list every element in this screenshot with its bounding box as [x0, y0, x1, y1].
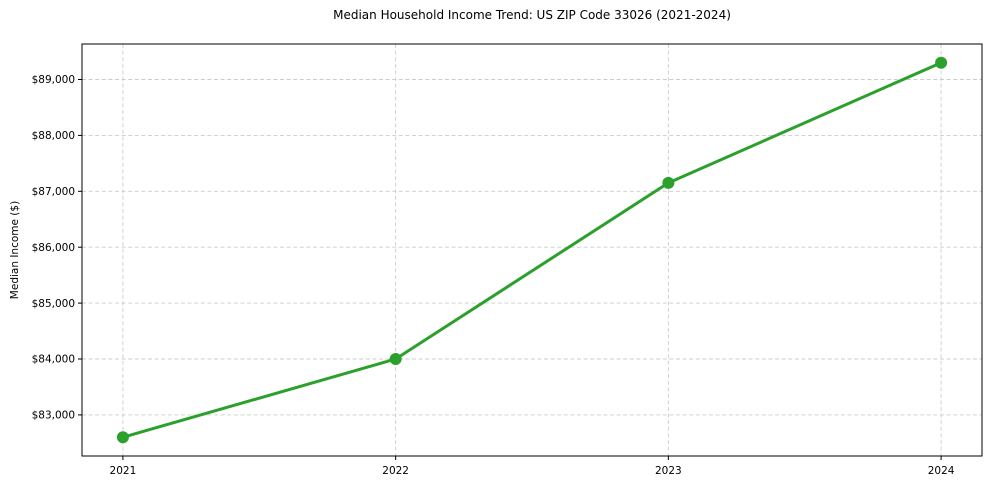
chart-title: Median Household Income Trend: US ZIP Co…: [333, 8, 731, 22]
y-tick-label: $84,000: [32, 354, 75, 366]
trend-line: [121, 61, 943, 439]
y-tick-label: $87,000: [32, 186, 75, 198]
y-tick-label: $89,000: [32, 74, 75, 86]
data-point-marker: [116, 431, 129, 444]
data-point-marker: [389, 353, 402, 366]
plot-border: [81, 43, 983, 457]
data-point-marker: [935, 56, 948, 69]
x-tick-label: 2021: [110, 465, 137, 477]
x-tick-label: 2022: [382, 465, 409, 477]
x-tick-label: 2024: [928, 465, 955, 477]
x-tick-label: 2023: [655, 465, 682, 477]
y-tick-label: $88,000: [32, 130, 75, 142]
y-tick-label: $85,000: [32, 298, 75, 310]
y-tick-label: $83,000: [32, 410, 75, 422]
data-point-marker: [662, 176, 675, 189]
y-tick-label: $86,000: [32, 242, 75, 254]
